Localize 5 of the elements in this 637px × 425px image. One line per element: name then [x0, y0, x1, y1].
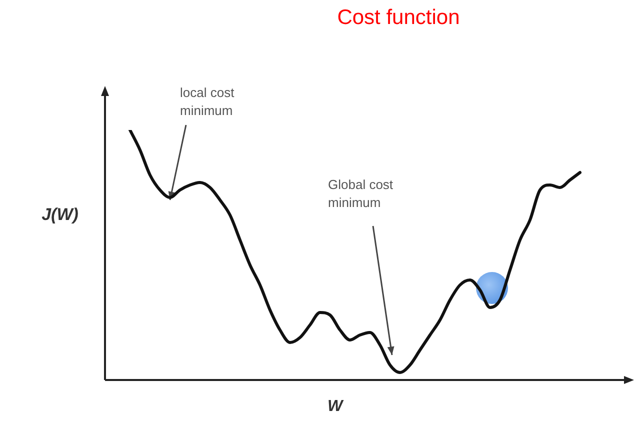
annotation: Global cost minimum — [328, 176, 394, 212]
text: local cost minimum — [180, 84, 236, 120]
chart-title: Cost function — [336, 6, 461, 30]
y-axis-title: J(W) — [40, 205, 80, 225]
x-axis-title: W — [326, 398, 345, 416]
